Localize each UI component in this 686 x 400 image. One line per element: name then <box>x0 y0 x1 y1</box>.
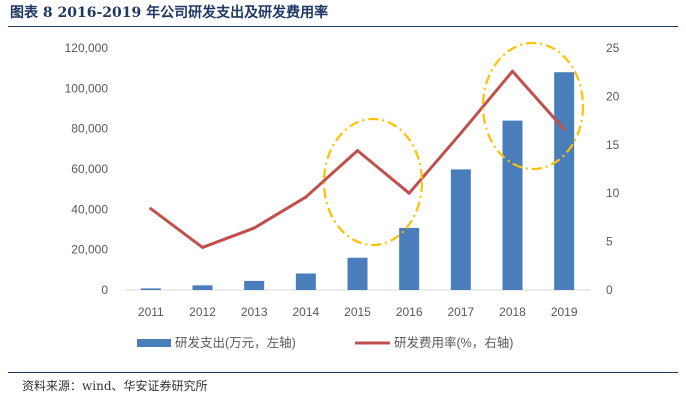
line-point <box>562 127 566 131</box>
x-tick-label: 2016 <box>396 305 423 319</box>
left-tick-label: 20,000 <box>71 243 108 257</box>
ratio-line <box>149 69 566 249</box>
line-point <box>304 195 308 199</box>
right-tick-label: 10 <box>606 186 620 200</box>
right-tick-label: 25 <box>606 41 620 55</box>
left-tick-label: 60,000 <box>71 162 108 176</box>
bar <box>347 257 368 290</box>
line-point <box>356 149 359 153</box>
bar <box>140 288 161 290</box>
legend: 研发支出(万元，左轴) 研发费用率(%，右轴) <box>137 335 513 350</box>
bar <box>244 280 265 290</box>
left-tick-label: 100,000 <box>65 81 109 95</box>
line-point <box>407 191 411 195</box>
x-tick-label: 2012 <box>189 305 216 319</box>
highlight-annotations <box>322 41 585 247</box>
bar <box>295 273 316 290</box>
right-tick-label: 0 <box>606 283 613 297</box>
highlight-ellipse <box>322 117 424 247</box>
x-axis: 2011 2012 2013 2014 2015 2016 2017 2018 2019 <box>138 305 578 319</box>
x-tick-label: 2017 <box>447 305 474 319</box>
x-tick-label: 2019 <box>551 305 578 319</box>
x-tick-label: 2013 <box>241 305 268 319</box>
right-tick-label: 20 <box>606 89 620 103</box>
right-tick-label: 5 <box>606 235 613 249</box>
line-point <box>252 226 256 230</box>
line-point <box>459 131 463 135</box>
line-point <box>201 245 204 249</box>
left-axis: 0 20,000 40,000 60,000 80,000 100,000 120,000 <box>65 41 109 297</box>
x-tick-label: 2014 <box>292 305 319 319</box>
bar <box>450 169 471 290</box>
x-tick-label: 2018 <box>499 305 526 319</box>
title-rule <box>8 26 678 27</box>
left-tick-label: 80,000 <box>71 122 108 136</box>
x-tick-label: 2015 <box>344 305 371 319</box>
line-series <box>149 69 566 249</box>
bar <box>554 72 575 290</box>
source-rule <box>8 372 678 373</box>
bar-series <box>140 72 575 290</box>
line-point <box>511 69 514 73</box>
line-point <box>149 207 153 211</box>
source-note: 资料来源：wind、华安证券研究所 <box>22 379 208 393</box>
left-tick-label: 40,000 <box>71 202 108 216</box>
chart: 020,00040,00060,00080,000100,000120,000 … <box>65 41 620 350</box>
legend-bar-swatch <box>137 339 171 347</box>
bar <box>502 120 523 290</box>
right-tick-label: 15 <box>606 138 620 152</box>
bar <box>192 285 213 290</box>
x-tick-label: 2011 <box>138 305 164 319</box>
figure-title: 图表 8 2016-2019 年公司研发支出及研发费用率 <box>10 5 329 21</box>
right-axis: 0 5 10 15 20 25 <box>606 41 620 297</box>
bar <box>399 227 420 290</box>
highlight-ellipse <box>481 41 585 171</box>
left-tick-label: 0 <box>101 283 108 297</box>
legend-line-label: 研发费用率(%，右轴) <box>394 335 513 350</box>
left-tick-label: 120,000 <box>65 41 109 55</box>
legend-bar-label: 研发支出(万元，左轴) <box>175 335 296 350</box>
